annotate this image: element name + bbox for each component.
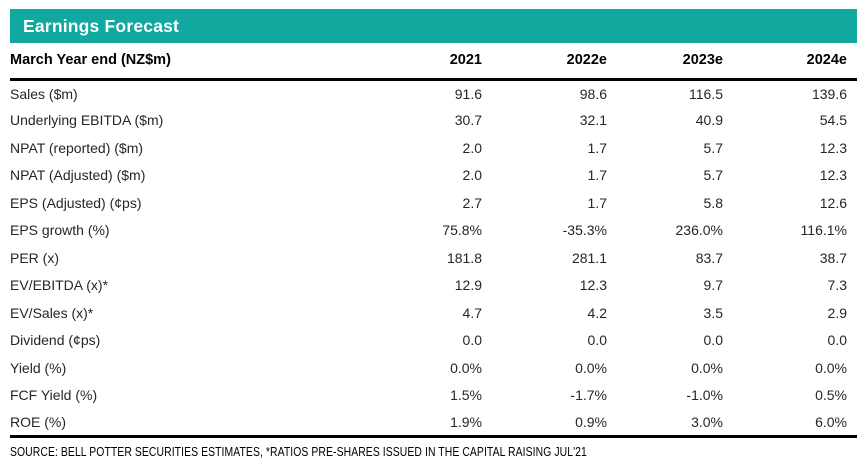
column-header-2022e: 2022e (492, 43, 617, 81)
cell-value: 116.5 (689, 85, 723, 102)
column-header-row-label: March Year end (NZ$m) (10, 43, 430, 81)
cell-value: 0.5% (815, 387, 847, 404)
row-label: EPS growth (%) (10, 222, 110, 239)
cell-value: 1.5% (450, 387, 482, 404)
column-header-2021: 2021 (430, 43, 492, 81)
cell-value: 2.0 (462, 139, 482, 156)
table-row: NPAT (Adjusted) ($m) 2.0 1.7 5.7 12.3 (10, 162, 857, 190)
row-label: PER (x) (10, 249, 59, 266)
row-label: EV/EBITDA (x)* (10, 277, 109, 294)
table-body: Sales ($m) 91.6 98.6 116.5 139.6 Underlying E… (10, 79, 857, 437)
row-label: Yield (%) (10, 359, 67, 376)
table-row: Yield (%) 0.0% 0.0% 0.0% 0.0% (10, 354, 857, 382)
cell-value: 54.5 (819, 112, 847, 129)
earnings-table: March Year end (NZ$m) 2021 2022e 2023e 2… (10, 43, 857, 438)
cell-value: 38.7 (819, 249, 847, 266)
row-label: Dividend (¢ps) (10, 332, 101, 349)
table-row: Underlying EBITDA ($m) 30.7 32.1 40.9 54.5 (10, 107, 857, 135)
cell-value: 5.7 (703, 139, 723, 156)
cell-value: -35.3% (562, 222, 607, 239)
cell-value: -1.0% (686, 387, 723, 404)
cell-value: 5.8 (703, 194, 723, 211)
cell-value: 1.7 (587, 194, 607, 211)
cell-value: 4.7 (462, 304, 482, 321)
cell-value: 0.0 (703, 332, 723, 349)
column-header-2024e: 2024e (733, 43, 857, 81)
table-row: PER (x) 181.8 281.1 83.7 38.7 (10, 244, 857, 272)
cell-value: 0.0% (815, 359, 847, 376)
table-row: EV/Sales (x)* 4.7 4.2 3.5 2.9 (10, 299, 857, 327)
panel-title: Earnings Forecast (23, 16, 180, 36)
cell-value: 2.9 (827, 304, 847, 321)
cell-value: 4.2 (587, 304, 607, 321)
table-row: FCF Yield (%) 1.5% -1.7% -1.0% 0.5% (10, 382, 857, 410)
cell-value: 0.9% (575, 414, 607, 430)
table-row: EPS (Adjusted) (¢ps) 2.7 1.7 5.8 12.6 (10, 189, 857, 217)
cell-value: 9.7 (703, 277, 723, 294)
row-label: EV/Sales (x)* (10, 304, 94, 321)
row-label: Sales ($m) (10, 85, 78, 102)
column-header-2023e: 2023e (617, 43, 733, 81)
cell-value: 1.9% (450, 414, 482, 430)
table-header-row: March Year end (NZ$m) 2021 2022e 2023e 2… (10, 43, 857, 81)
cell-value: 1.7 (587, 167, 607, 184)
cell-value: 12.3 (819, 139, 847, 156)
cell-value: 3.5 (703, 304, 723, 321)
cell-value: 91.6 (454, 85, 482, 102)
row-label: NPAT (reported) ($m) (10, 139, 144, 156)
cell-value: 3.0% (691, 414, 723, 430)
row-label: FCF Yield (%) (10, 387, 98, 404)
cell-value: 6.0% (815, 414, 847, 430)
cell-value: 12.3 (579, 277, 607, 294)
cell-value: 2.0 (462, 167, 482, 184)
cell-value: 12.9 (454, 277, 482, 294)
cell-value: 5.7 (703, 167, 723, 184)
cell-value: 0.0 (587, 332, 607, 349)
cell-value: 181.8 (446, 249, 482, 266)
row-label: EPS (Adjusted) (¢ps) (10, 194, 142, 211)
table-row: EV/EBITDA (x)* 12.9 12.3 9.7 7.3 (10, 272, 857, 300)
cell-value: 30.7 (454, 112, 482, 129)
cell-value: 2.7 (462, 194, 482, 211)
cell-value: 0.0 (462, 332, 482, 349)
cell-value: 281.1 (571, 249, 607, 266)
table-row: EPS growth (%) 75.8% -35.3% 236.0% 116.1% (10, 217, 857, 245)
cell-value: 83.7 (695, 249, 723, 266)
cell-value: 139.6 (811, 85, 847, 102)
cell-value: 12.6 (819, 194, 847, 211)
cell-value: 0.0% (450, 359, 482, 376)
cell-value: 0.0% (575, 359, 607, 376)
row-label: NPAT (Adjusted) ($m) (10, 167, 146, 184)
cell-value: 12.3 (819, 167, 847, 184)
cell-value: 0.0 (827, 332, 847, 349)
cell-value: 236.0% (675, 222, 723, 239)
cell-value: 116.1% (800, 222, 847, 239)
table-row: Dividend (¢ps) 0.0 0.0 0.0 0.0 (10, 327, 857, 355)
earnings-forecast-panel: Earnings Forecast March Year end (NZ$m) … (10, 9, 857, 459)
table-row: Sales ($m) 91.6 98.6 116.5 139.6 (10, 79, 857, 107)
row-label: Underlying EBITDA ($m) (10, 112, 164, 129)
cell-value: 7.3 (827, 277, 847, 294)
table-row: NPAT (reported) ($m) 2.0 1.7 5.7 12.3 (10, 134, 857, 162)
cell-value: 0.0% (691, 359, 723, 376)
row-label: ROE (%) (10, 414, 66, 430)
cell-value: 32.1 (579, 112, 607, 129)
cell-value: 75.8% (442, 222, 482, 239)
cell-value: 98.6 (579, 85, 607, 102)
cell-value: 1.7 (587, 139, 607, 156)
table-row: ROE (%) 1.9% 0.9% 3.0% 6.0% (10, 409, 857, 437)
cell-value: -1.7% (570, 387, 607, 404)
panel-title-bar: Earnings Forecast (10, 9, 857, 43)
source-note: SOURCE: BELL POTTER SECURITIES ESTIMATES… (10, 444, 587, 459)
cell-value: 40.9 (695, 112, 723, 129)
